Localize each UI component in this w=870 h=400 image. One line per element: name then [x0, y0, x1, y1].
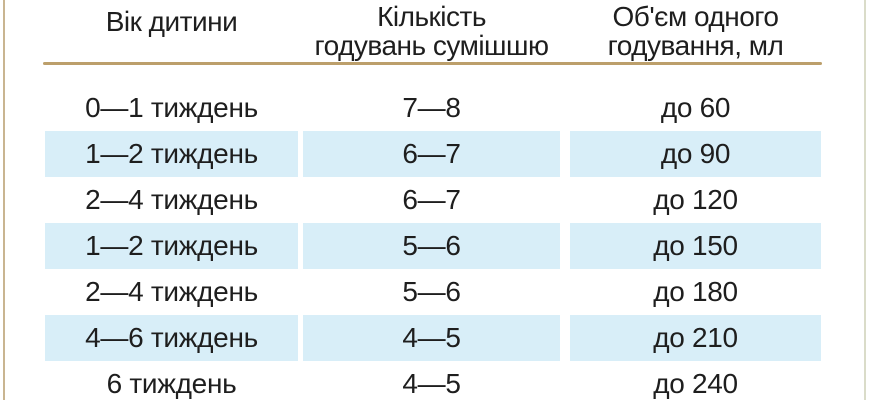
feedings-cell: 6—7	[402, 184, 461, 215]
feedings-cell: 4—5	[402, 368, 461, 399]
age-cell: 1—2 тиждень	[45, 131, 298, 177]
feedings-cell: 6—7	[303, 131, 560, 177]
age-cell: 2—4 тиждень	[85, 184, 258, 215]
header-divider-line	[43, 62, 822, 65]
feedings-cell: 5—6	[402, 276, 461, 307]
table-row-3: 2—4 тиждень 6—7 до 120	[0, 177, 870, 223]
volume-cell: до 90	[570, 131, 821, 177]
volume-cell: до 210	[570, 315, 821, 361]
page-left-border	[3, 0, 5, 400]
table-row-1: 0—1 тиждень 7—8 до 60	[0, 85, 870, 131]
table-body: 0—1 тиждень 7—8 до 60 1—2 тиждень 6—7 до…	[0, 85, 870, 400]
age-cell: 0—1 тиждень	[85, 92, 258, 123]
volume-cell: до 120	[653, 184, 738, 215]
table-row-6: 4—6 тиждень 4—5 до 210	[0, 315, 870, 361]
volume-cell: до 60	[660, 92, 731, 123]
feedings-cell: 7—8	[402, 92, 461, 123]
page-right-border	[864, 0, 866, 400]
feedings-cell: 4—5	[303, 315, 560, 361]
column-header-child-age: Вік дитини	[105, 6, 238, 37]
volume-cell: до 150	[570, 223, 821, 269]
column-header-feeding-volume: Об'єм одного годування, мл	[607, 1, 784, 61]
age-cell: 1—2 тиждень	[45, 223, 298, 269]
volume-cell: до 240	[653, 368, 738, 399]
feedings-cell: 5—6	[303, 223, 560, 269]
age-cell: 4—6 тиждень	[45, 315, 298, 361]
table-header-row: Вік дитини Кількість годувань сумішшю Об…	[0, 0, 870, 60]
column-header-feedings-count: Кількість годувань сумішшю	[314, 1, 549, 61]
table-row-7: 6 тиждень 4—5 до 240	[0, 361, 870, 400]
age-cell: 6 тиждень	[106, 368, 237, 399]
table-row-2: 1—2 тиждень 6—7 до 90	[0, 131, 870, 177]
table-row-4: 1—2 тиждень 5—6 до 150	[0, 223, 870, 269]
table-row-5: 2—4 тиждень 5—6 до 180	[0, 269, 870, 315]
age-cell: 2—4 тиждень	[85, 276, 258, 307]
volume-cell: до 180	[653, 276, 738, 307]
